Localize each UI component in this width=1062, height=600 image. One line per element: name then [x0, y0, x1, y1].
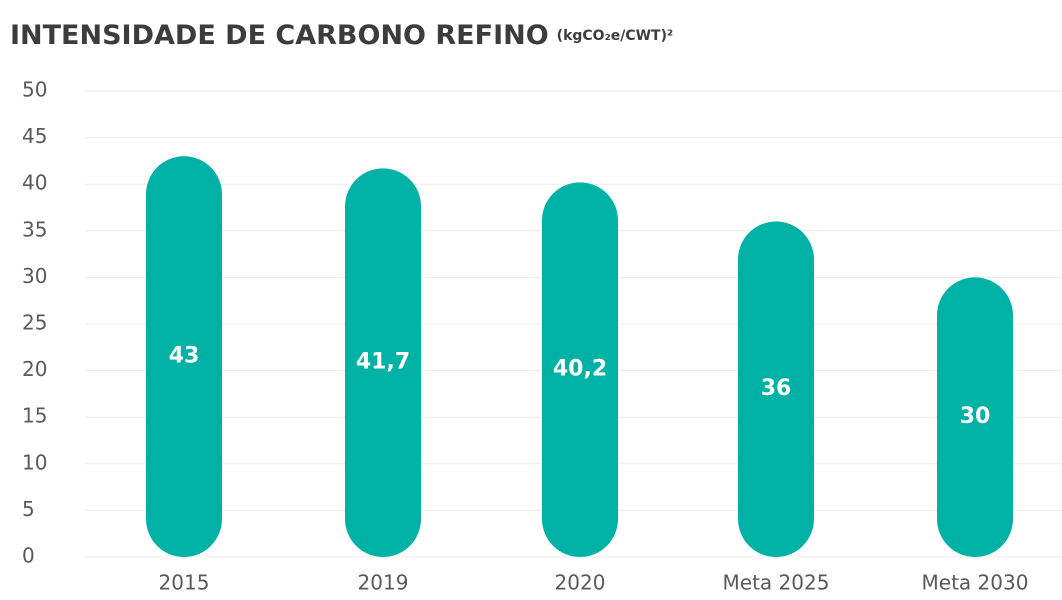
x-tick-label: Meta 2030: [922, 571, 1029, 595]
title-main: INTENSIDADE DE CARBONO REFINO: [10, 20, 549, 51]
value-label: 43: [169, 344, 200, 369]
bar: [146, 156, 222, 558]
y-tick-label: 35: [22, 217, 47, 241]
x-tick-label: 2019: [358, 571, 409, 595]
y-tick-label: 20: [22, 357, 47, 381]
y-tick-label: 0: [22, 544, 35, 568]
x-tick-label: 2015: [159, 571, 210, 595]
title-unit: (kgCO₂e/CWT)²: [557, 28, 673, 44]
y-tick-label: 50: [22, 78, 47, 102]
y-tick-label: 10: [22, 450, 47, 474]
x-tick-label: Meta 2025: [723, 571, 830, 595]
x-tick-label: 2020: [555, 571, 606, 595]
bar: [937, 277, 1013, 557]
y-tick-label: 15: [22, 404, 47, 428]
y-tick-label: 30: [22, 264, 47, 288]
bar: [345, 168, 421, 557]
y-tick-label: 5: [22, 497, 35, 521]
value-label: 30: [960, 404, 991, 429]
y-tick-label: 25: [22, 311, 47, 335]
bar: [738, 221, 814, 558]
chart-title: INTENSIDADE DE CARBONO REFINO (kgCO₂e/CWT…: [10, 20, 673, 51]
value-label: 40,2: [553, 357, 607, 382]
value-label: 41,7: [356, 350, 410, 375]
value-label: 36: [761, 376, 792, 401]
y-tick-label: 40: [22, 171, 47, 195]
bar: [542, 182, 618, 557]
y-tick-label: 45: [22, 124, 47, 148]
